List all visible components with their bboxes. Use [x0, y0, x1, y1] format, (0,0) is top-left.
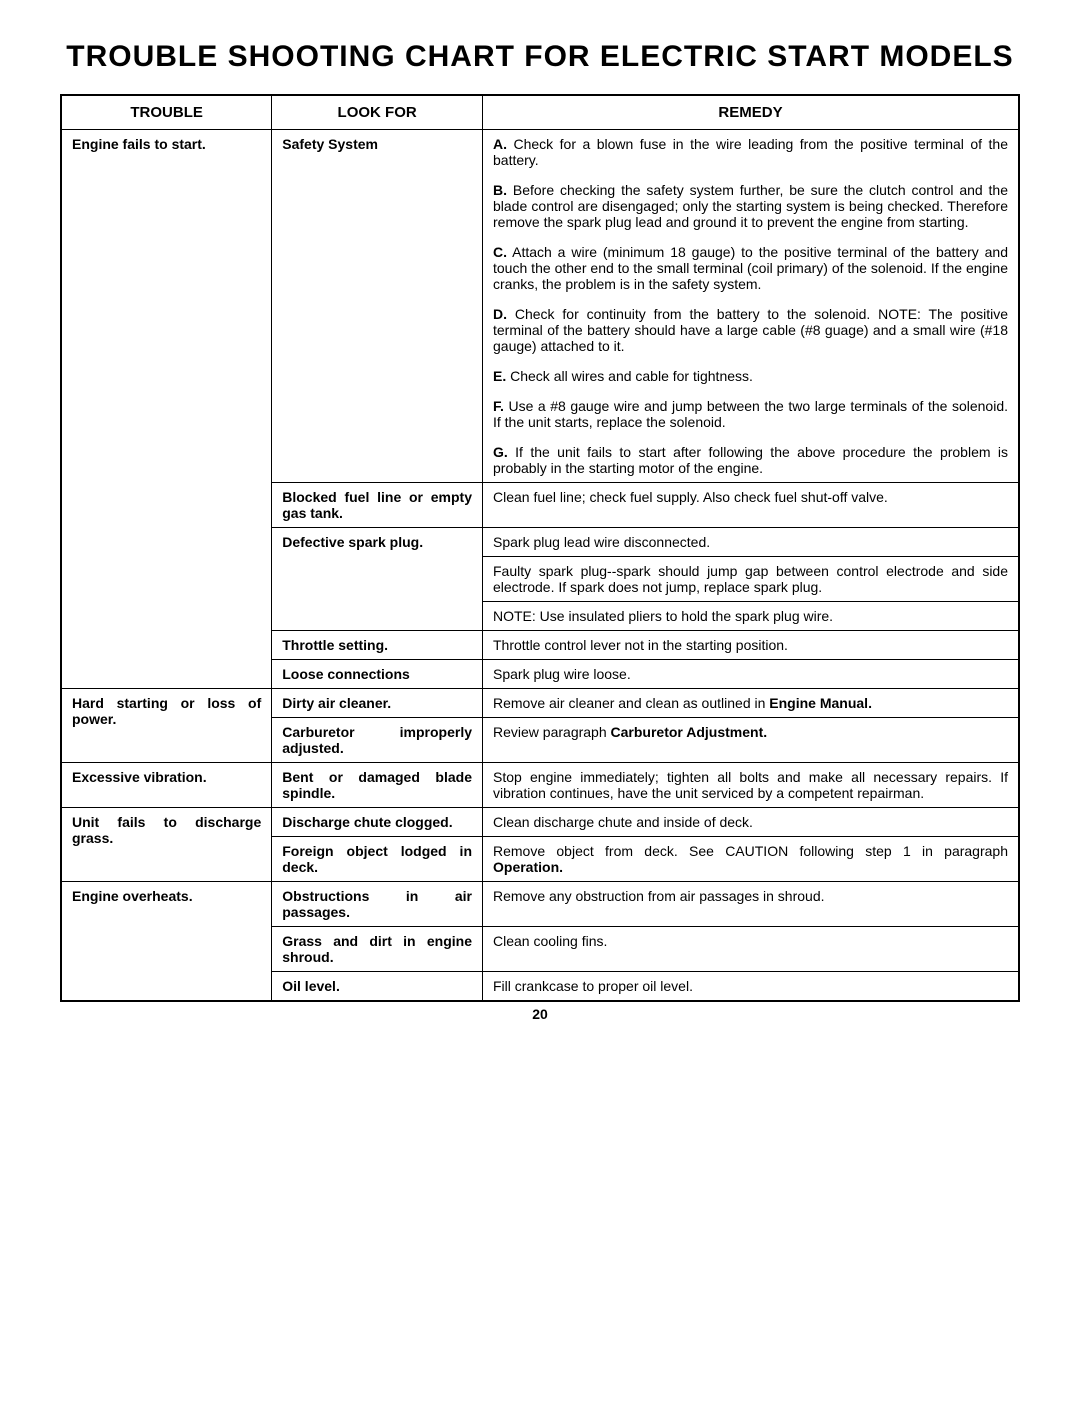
remedy-text: Remove air cleaner and clean as outlined…	[493, 695, 769, 711]
remedy-cell: NOTE: Use insulated pliers to hold the s…	[483, 602, 1020, 631]
lookfor-cell: Oil level.	[272, 972, 483, 1002]
table-row: Unit fails to discharge grass. Discharge…	[61, 808, 1019, 837]
trouble-cell: Engine fails to start.	[61, 130, 272, 689]
remedy-cell: A. Check for a blown fuse in the wire le…	[483, 130, 1020, 483]
remedy-text: Review paragraph	[493, 724, 611, 740]
remedy-label: D.	[493, 306, 507, 322]
table-row: Engine fails to start. Safety System A. …	[61, 130, 1019, 483]
trouble-cell: Excessive vibration.	[61, 763, 272, 808]
remedy-text: If the unit fails to start after followi…	[493, 444, 1008, 476]
lookfor-cell: Bent or damaged blade spindle.	[272, 763, 483, 808]
remedy-cell: Clean cooling fins.	[483, 927, 1020, 972]
trouble-cell: Unit fails to discharge grass.	[61, 808, 272, 882]
lookfor-cell: Loose connections	[272, 660, 483, 689]
remedy-text: Check all wires and cable for tightness.	[510, 368, 753, 384]
header-lookfor: LOOK FOR	[272, 95, 483, 130]
header-trouble: TROUBLE	[61, 95, 272, 130]
remedy-cell: Faulty spark plug--spark should jump gap…	[483, 557, 1020, 602]
lookfor-cell: Discharge chute clogged.	[272, 808, 483, 837]
remedy-bold: Operation.	[493, 859, 563, 875]
remedy-text: Remove object from deck. See CAUTION fol…	[493, 843, 1008, 859]
remedy-cell: Remove air cleaner and clean as outlined…	[483, 689, 1020, 718]
table-row: Hard starting or loss of power. Dirty ai…	[61, 689, 1019, 718]
table-header-row: TROUBLE LOOK FOR REMEDY	[61, 95, 1019, 130]
lookfor-cell: Grass and dirt in engine shroud.	[272, 927, 483, 972]
lookfor-cell: Safety System	[272, 130, 483, 483]
remedy-text: Attach a wire (minimum 18 gauge) to the …	[493, 244, 1008, 292]
remedy-cell: Fill crankcase to proper oil level.	[483, 972, 1020, 1002]
remedy-bold: Engine Manual.	[769, 695, 872, 711]
trouble-cell: Engine overheats.	[61, 882, 272, 1002]
trouble-cell: Hard starting or loss of power.	[61, 689, 272, 763]
page-title: TROUBLE SHOOTING CHART FOR ELECTRIC STAR…	[60, 40, 1020, 74]
remedy-label: A.	[493, 136, 507, 152]
lookfor-cell: Dirty air cleaner.	[272, 689, 483, 718]
remedy-cell: Spark plug wire loose.	[483, 660, 1020, 689]
header-remedy: REMEDY	[483, 95, 1020, 130]
remedy-bold: Carburetor Adjustment.	[611, 724, 768, 740]
remedy-label: E.	[493, 368, 506, 384]
remedy-cell: Throttle control lever not in the starti…	[483, 631, 1020, 660]
lookfor-cell: Blocked fuel line or empty gas tank.	[272, 483, 483, 528]
troubleshooting-table: TROUBLE LOOK FOR REMEDY Engine fails to …	[60, 94, 1020, 1002]
remedy-cell: Remove object from deck. See CAUTION fol…	[483, 837, 1020, 882]
lookfor-cell: Throttle setting.	[272, 631, 483, 660]
remedy-cell: Remove any obstruction from air passages…	[483, 882, 1020, 927]
table-row: Excessive vibration. Bent or damaged bla…	[61, 763, 1019, 808]
remedy-cell: Spark plug lead wire disconnected.	[483, 528, 1020, 557]
lookfor-cell: Defective spark plug.	[272, 528, 483, 631]
remedy-text: Check for a blown fuse in the wire leadi…	[493, 136, 1008, 168]
remedy-cell: Stop engine immediately; tighten all bol…	[483, 763, 1020, 808]
remedy-label: G.	[493, 444, 508, 460]
page-number: 20	[60, 1006, 1020, 1022]
remedy-text: Use a #8 gauge wire and jump between the…	[493, 398, 1008, 430]
remedy-cell: Clean discharge chute and inside of deck…	[483, 808, 1020, 837]
lookfor-cell: Obstructions in air passages.	[272, 882, 483, 927]
remedy-label: F.	[493, 398, 504, 414]
remedy-label: B.	[493, 182, 507, 198]
remedy-text: Before checking the safety system furthe…	[493, 182, 1008, 230]
remedy-cell: Clean fuel line; check fuel supply. Also…	[483, 483, 1020, 528]
remedy-text: Check for continuity from the battery to…	[493, 306, 1008, 354]
table-row: Engine overheats. Obstructions in air pa…	[61, 882, 1019, 927]
remedy-cell: Review paragraph Carburetor Adjustment.	[483, 718, 1020, 763]
remedy-label: C.	[493, 244, 507, 260]
lookfor-cell: Carburetor improperly adjusted.	[272, 718, 483, 763]
lookfor-cell: Foreign object lodged in deck.	[272, 837, 483, 882]
